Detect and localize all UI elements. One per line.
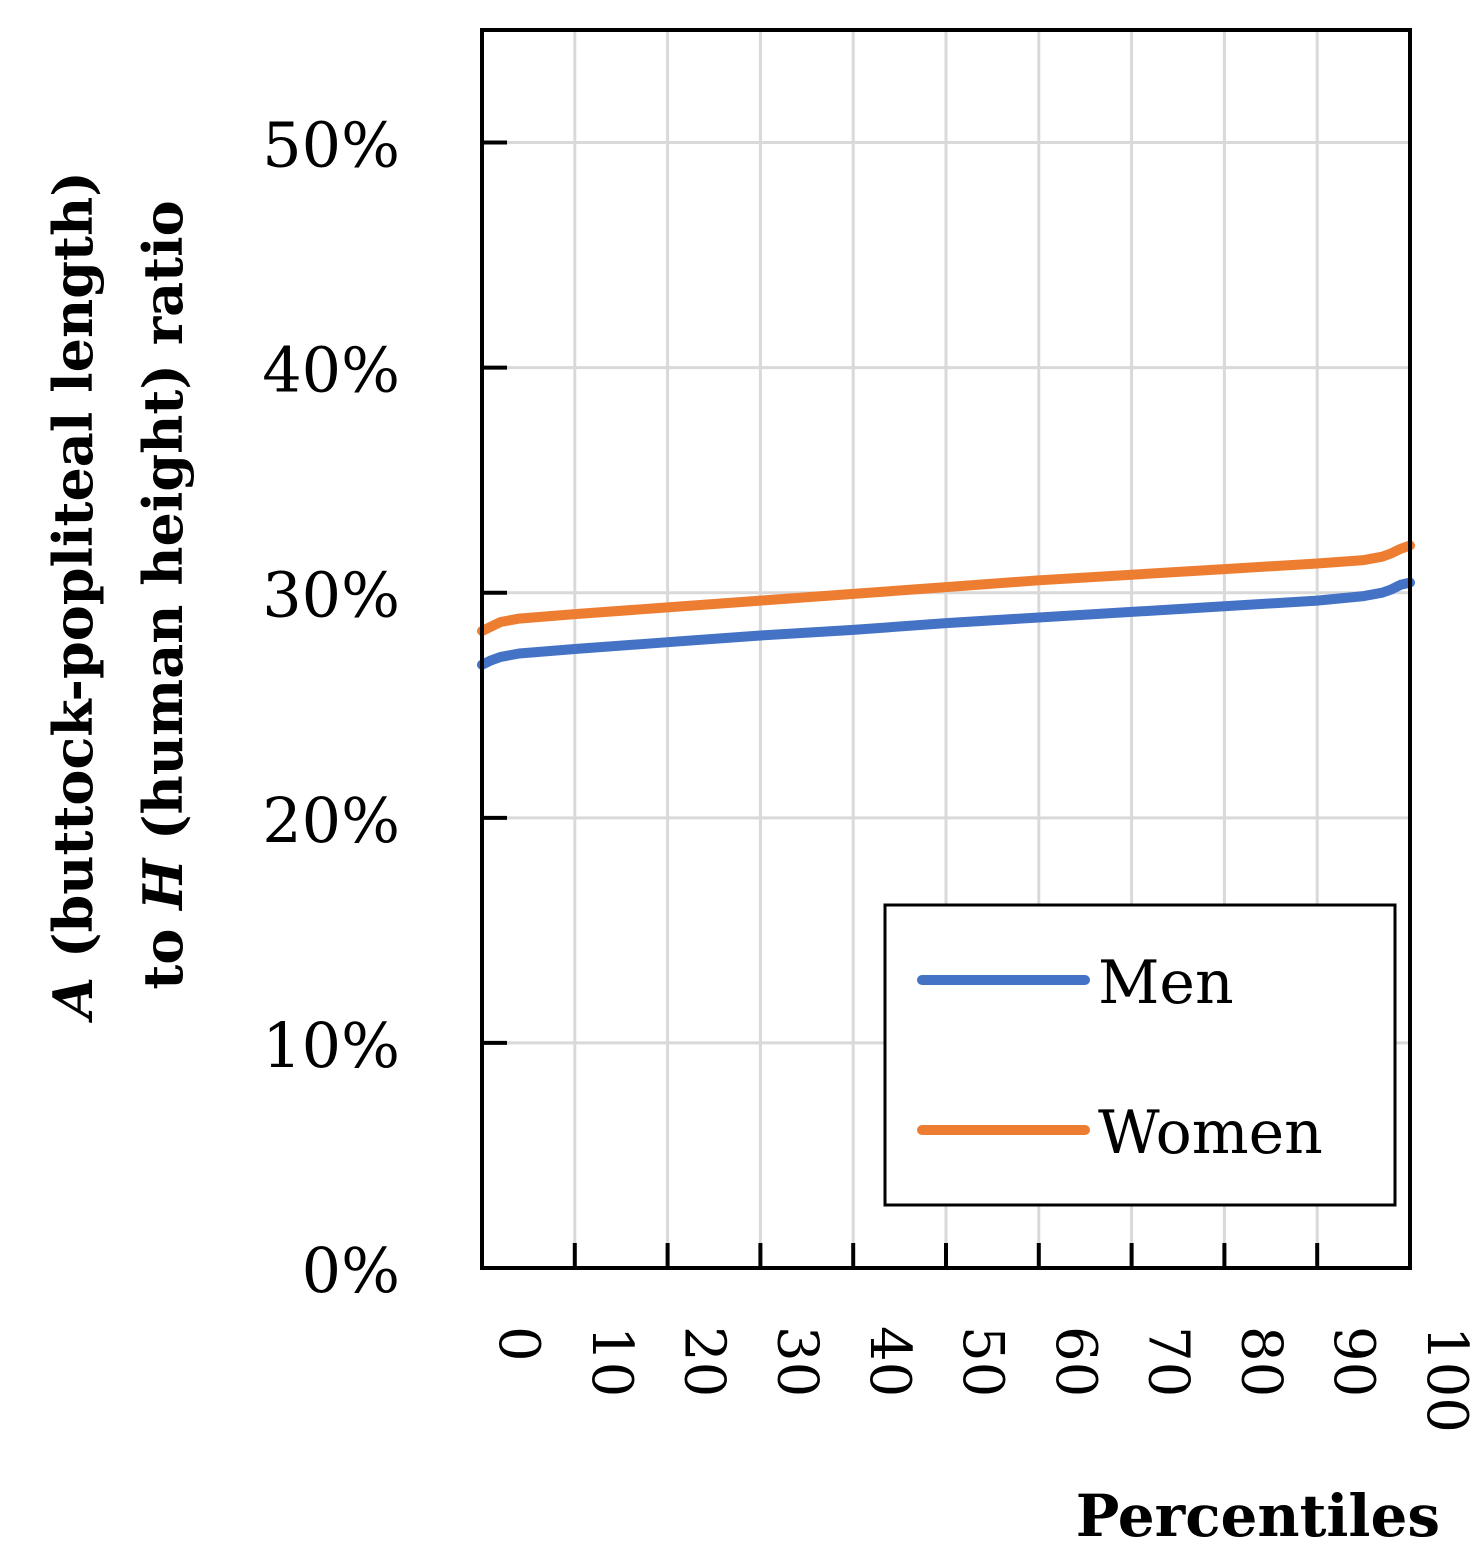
legend-box: [883, 903, 1397, 1207]
x-tick-label-40: 40: [857, 1326, 922, 1397]
legend: Men Women: [883, 903, 1397, 1207]
x-tick-label-70: 70: [1136, 1326, 1201, 1397]
y-axis-title-line2-start: to: [131, 910, 195, 990]
x-tick-label-80: 80: [1228, 1326, 1293, 1397]
x-tick-label-50: 50: [950, 1326, 1015, 1397]
x-tick-labels: 0 10 20 30 40 50 60 70 80 90 100: [486, 1326, 1479, 1433]
y-axis-title-var-a: A: [41, 977, 105, 1024]
y-axis-title-line1: (buttock-popliteal length): [41, 171, 105, 977]
y-tick-label-0: 0%: [302, 1234, 400, 1307]
x-tick-label-10: 10: [579, 1326, 644, 1397]
y-tick-label-10: 10%: [262, 1009, 400, 1082]
svg-text:to H (human height) ratio: to H (human height) ratio: [131, 200, 195, 989]
y-tick-label-30: 30%: [262, 559, 400, 632]
y-tick-label-20: 20%: [262, 784, 400, 857]
series-layer: [477, 540, 1415, 670]
series-line-women: [477, 540, 1415, 636]
y-tick-label-50: 50%: [262, 109, 400, 182]
x-tick-label-90: 90: [1321, 1326, 1386, 1397]
x-tick-label-0: 0: [486, 1326, 551, 1362]
y-tick-label-40: 40%: [262, 334, 400, 407]
y-axis-title-var-h: H: [131, 857, 195, 912]
x-axis-title: Percentiles: [1076, 1482, 1440, 1550]
svg-text:A (buttock-popliteal length): A (buttock-popliteal length): [41, 171, 105, 1024]
x-tick-label-100: 100: [1414, 1326, 1479, 1433]
x-tick-label-20: 20: [672, 1326, 737, 1397]
legend-label-men: Men: [1098, 948, 1234, 1018]
series-line-men: [477, 577, 1415, 670]
y-tick-labels: 0% 10% 20% 30% 40% 50%: [262, 109, 400, 1307]
y-axis-title-line2: (human height) ratio: [131, 200, 195, 858]
x-tick-label-60: 60: [1043, 1326, 1108, 1397]
axis-ticks: [482, 140, 1320, 1268]
y-axis-title: A (buttock-popliteal length) to H (human…: [41, 171, 195, 1024]
legend-label-women: Women: [1098, 1098, 1323, 1168]
x-tick-label-30: 30: [764, 1326, 829, 1397]
